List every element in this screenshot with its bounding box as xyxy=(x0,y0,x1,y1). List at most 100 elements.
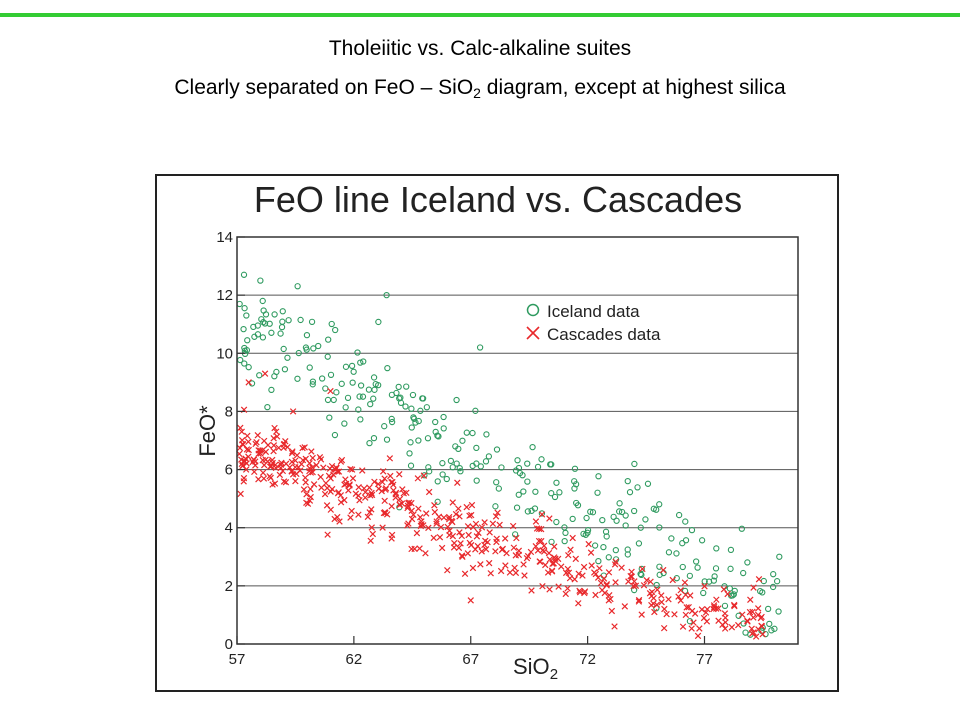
cascades-point xyxy=(712,605,720,612)
cascades-point xyxy=(245,438,252,445)
cascades-point xyxy=(600,575,608,582)
cascades-point xyxy=(458,552,466,559)
cascades-point xyxy=(475,529,482,537)
iceland-point xyxy=(284,354,291,361)
cascades-point xyxy=(379,524,386,531)
iceland-point xyxy=(359,393,367,400)
cascades-point xyxy=(255,450,262,457)
cascades-point xyxy=(237,490,244,498)
cascades-point xyxy=(576,587,583,595)
cascades-point xyxy=(467,541,475,549)
cascades-point xyxy=(369,530,377,538)
cascades-point xyxy=(289,471,297,478)
cascades-point xyxy=(334,490,342,497)
cascades-point xyxy=(510,544,518,551)
cascades-point xyxy=(259,469,267,477)
cascades-point xyxy=(535,525,543,533)
cascades-point xyxy=(250,456,258,464)
slide-subtitle: Clearly separated on FeO – SiO2 diagram,… xyxy=(0,76,960,101)
cascades-point xyxy=(515,547,523,554)
cascades-point xyxy=(540,548,548,555)
y-tick-label: 6 xyxy=(225,462,233,479)
iceland-point xyxy=(250,323,257,331)
iceland-point xyxy=(357,359,364,366)
iceland-point xyxy=(561,537,568,545)
cascades-point xyxy=(279,467,287,475)
iceland-point xyxy=(383,436,391,443)
cascades-point xyxy=(565,569,573,576)
y-tick-label: 8 xyxy=(225,403,233,420)
cascades-point xyxy=(750,629,757,636)
iceland-point xyxy=(571,478,578,485)
plot-area xyxy=(236,236,799,645)
y-tick-label: 12 xyxy=(216,287,233,304)
iceland-point xyxy=(355,406,362,413)
cascades-point xyxy=(750,614,757,621)
iceland-point xyxy=(656,563,663,570)
iceland-point xyxy=(240,326,247,333)
cascades-point xyxy=(758,613,765,621)
cascades-point xyxy=(612,558,619,565)
iceland-point xyxy=(306,364,313,371)
iceland-point xyxy=(271,373,278,380)
x-tick-label: 57 xyxy=(229,651,246,668)
iceland-point xyxy=(349,379,356,386)
iceland-point xyxy=(259,297,266,305)
cascades-point xyxy=(466,512,473,519)
cascades-point xyxy=(334,513,341,521)
cascades-point xyxy=(368,489,375,497)
cascades-point xyxy=(392,491,399,498)
cascades-point xyxy=(418,520,425,528)
cascades-point xyxy=(534,547,542,554)
iceland-point xyxy=(472,407,479,414)
cascades-point xyxy=(388,531,396,539)
cascades-point xyxy=(701,583,708,590)
legend-cascades-label: Cascades data xyxy=(547,325,661,344)
iceland-point xyxy=(421,472,428,479)
cascades-point xyxy=(276,471,284,479)
cascades-point xyxy=(552,557,559,565)
cascades-point xyxy=(255,476,262,483)
iceland-point xyxy=(476,344,484,351)
iceland-point xyxy=(469,429,476,437)
cascades-point xyxy=(520,561,527,568)
iceland-point xyxy=(731,587,738,595)
cascades-point xyxy=(482,546,490,553)
iceland-point xyxy=(524,460,531,467)
cascades-point xyxy=(715,605,722,612)
iceland-point xyxy=(310,345,317,352)
cascades-point xyxy=(444,523,451,531)
cascades-point xyxy=(345,487,352,494)
cascades-point xyxy=(539,582,546,590)
cascades-point xyxy=(485,559,493,567)
cascades-point xyxy=(316,454,324,461)
y-tick-label: 4 xyxy=(225,520,233,537)
gridlines xyxy=(237,294,798,587)
iceland-point xyxy=(294,375,301,382)
cascades-point xyxy=(324,531,331,538)
iceland-point xyxy=(630,507,638,515)
cascades-point xyxy=(458,532,466,540)
cascades-point xyxy=(416,545,423,552)
iceland-point xyxy=(492,503,499,510)
cascades-point xyxy=(273,433,281,440)
cascades-point xyxy=(663,610,670,618)
cascades-point xyxy=(557,563,565,570)
legend-iceland-label: Iceland data xyxy=(547,302,640,321)
cascades-point xyxy=(260,461,268,469)
iceland-point xyxy=(686,572,694,579)
cascades-point xyxy=(386,455,394,462)
cascades-point xyxy=(550,554,558,561)
cascades-point xyxy=(244,432,251,440)
cascades-point xyxy=(337,458,345,465)
cascades-point xyxy=(381,475,388,482)
iceland-point xyxy=(513,504,521,511)
cascades-point xyxy=(355,492,362,499)
cascades-point xyxy=(242,455,249,462)
iceland-point xyxy=(553,479,560,486)
cascades-point xyxy=(551,543,558,550)
iceland-point xyxy=(482,458,490,465)
cascades-point xyxy=(262,456,269,463)
cascades-point xyxy=(360,485,368,492)
subtitle-text-post: diagram, except at highest silica xyxy=(480,76,786,99)
